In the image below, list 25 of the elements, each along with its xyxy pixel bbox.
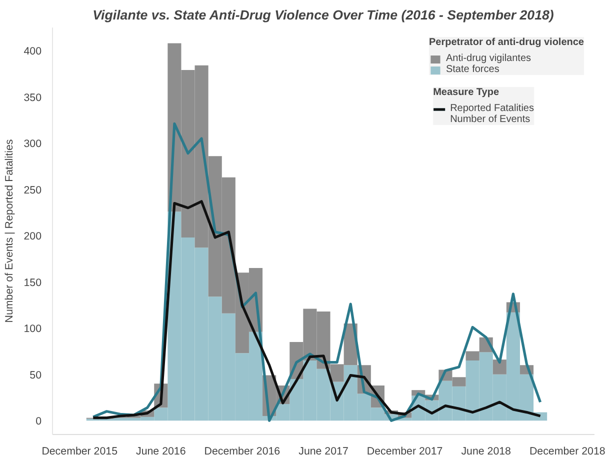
annotation: Reported Fatalities [450,103,534,114]
y-tick-label: 150 [24,276,42,289]
x-tick-label: June 2016 [136,446,186,458]
y-tick-label: 0 [36,416,42,428]
y-tick-label: 200 [24,230,42,243]
x-tick-label: June 2018 [461,446,512,458]
annotation: Number of Events [450,114,530,125]
bar [492,360,506,374]
x-tick-label: December 2016 [204,446,280,458]
chart-title: Vigilante vs. State Anti-Drug Violence Over Time (2016 - September 2018) [92,8,554,22]
legend-title: Perpetrator of anti-drug violence [428,37,584,48]
y-axis-title: Number of Events | Reported Fatalities [4,139,16,323]
y-tick-label: 400 [24,46,42,58]
x-tick-label: December 2018 [529,446,606,458]
legend-label: Anti-drug vigilantes [446,53,532,64]
y-tick-label: 300 [24,138,42,150]
x-tick-label: December 2017 [366,446,443,458]
y-tick-label: 100 [24,323,42,336]
x-tick-label: June 2017 [298,446,348,458]
legend-label: State forces [446,64,500,75]
annotation: Measure Type [433,87,500,98]
y-tick-label: 350 [24,92,42,104]
y-tick-label: 250 [24,184,42,196]
x-tick-label: December 2015 [42,446,118,458]
y-tick-label: 50 [30,369,42,382]
